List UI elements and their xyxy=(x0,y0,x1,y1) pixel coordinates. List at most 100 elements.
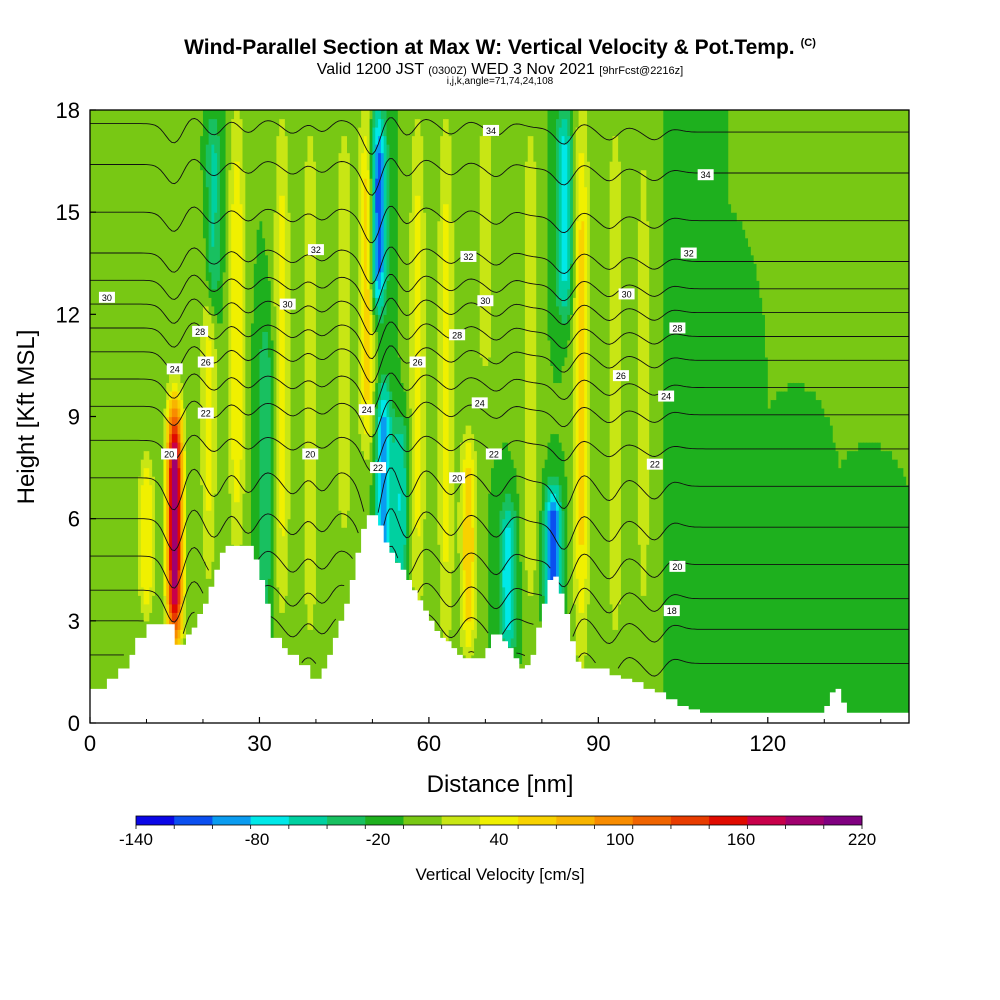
contour-label: 28 xyxy=(195,327,205,337)
vertical-velocity-heatmap xyxy=(90,110,909,723)
velocity-cell xyxy=(409,212,413,409)
velocity-cell xyxy=(171,433,176,443)
velocity-cell xyxy=(183,407,187,452)
velocity-cell xyxy=(183,110,187,409)
velocity-cell xyxy=(366,459,371,520)
velocity-cell xyxy=(496,110,501,452)
velocity-cell xyxy=(423,110,427,213)
velocity-cell xyxy=(208,314,213,341)
velocity-cell xyxy=(567,339,571,723)
y-tick-label: 18 xyxy=(56,98,80,123)
velocity-cell xyxy=(767,407,772,723)
velocity-cell xyxy=(547,501,551,511)
velocity-cell xyxy=(510,110,515,460)
velocity-cell xyxy=(378,135,382,154)
velocity-cell xyxy=(267,356,272,579)
velocity-cell xyxy=(479,135,484,358)
velocity-cell xyxy=(731,212,735,723)
velocity-cell xyxy=(239,203,244,460)
velocity-cell xyxy=(414,527,419,613)
velocity-cell xyxy=(640,595,645,723)
velocity-cell xyxy=(395,433,399,562)
velocity-cell xyxy=(248,110,252,605)
velocity-cell xyxy=(397,433,402,494)
velocity-cell xyxy=(474,450,478,639)
velocity-cell xyxy=(375,280,379,298)
velocity-cell xyxy=(468,620,472,647)
velocity-cell xyxy=(539,110,543,511)
velocity-cell xyxy=(502,110,506,443)
velocity-cell xyxy=(637,544,642,723)
velocity-cell xyxy=(214,314,218,349)
velocity-cell xyxy=(513,510,518,647)
velocity-cell xyxy=(567,135,571,290)
velocity-cell xyxy=(338,152,342,511)
velocity-cell xyxy=(564,280,568,307)
velocity-cell xyxy=(889,110,893,452)
velocity-cell xyxy=(753,263,758,723)
velocity-cell xyxy=(440,135,444,630)
contour-label: 24 xyxy=(475,398,485,408)
velocity-cell xyxy=(510,459,515,503)
velocity-cell xyxy=(389,110,393,392)
velocity-cell xyxy=(646,544,650,723)
velocity-cell xyxy=(643,595,647,723)
velocity-cell xyxy=(426,110,430,723)
velocity-cell xyxy=(468,110,472,426)
velocity-cell xyxy=(541,510,546,596)
velocity-cell xyxy=(818,110,823,401)
velocity-cell xyxy=(205,305,210,332)
colorbar-label: 100 xyxy=(606,830,634,849)
velocity-cell xyxy=(378,271,382,290)
velocity-cell xyxy=(646,110,650,222)
velocity-cell xyxy=(129,110,133,723)
velocity-cell xyxy=(719,110,724,723)
velocity-cell xyxy=(815,110,820,401)
velocity-cell xyxy=(152,476,156,596)
velocity-cell xyxy=(378,297,382,315)
velocity-cell xyxy=(906,484,909,723)
velocity-cell xyxy=(143,603,148,622)
velocity-cell xyxy=(180,442,184,605)
contour-label-bg xyxy=(161,448,178,460)
velocity-cell xyxy=(231,118,235,205)
velocity-cell xyxy=(510,501,515,520)
velocity-cell xyxy=(171,416,176,426)
velocity-cell xyxy=(440,110,444,137)
theta-contour xyxy=(90,246,909,285)
velocity-cell xyxy=(479,356,484,723)
velocity-cell xyxy=(677,110,681,723)
velocity-cell xyxy=(821,110,825,409)
velocity-cell xyxy=(575,110,580,128)
velocity-cell xyxy=(829,425,834,723)
velocity-cell xyxy=(733,110,738,213)
velocity-cell xyxy=(547,442,551,477)
velocity-cell xyxy=(685,110,690,723)
velocity-cell xyxy=(349,110,354,723)
velocity-cell xyxy=(386,280,390,375)
velocity-cell xyxy=(177,407,181,418)
velocity-cell xyxy=(894,459,899,723)
velocity-cell xyxy=(259,348,263,588)
velocity-cell xyxy=(225,110,229,723)
velocity-cell xyxy=(375,127,379,145)
colorbar-swatch xyxy=(594,816,634,825)
velocity-cell xyxy=(386,144,390,281)
velocity-cell xyxy=(375,331,379,384)
velocity-cell xyxy=(214,348,218,494)
velocity-cell xyxy=(513,110,518,469)
velocity-cell xyxy=(536,110,540,723)
contour-label: 22 xyxy=(201,409,211,419)
velocity-cell xyxy=(420,110,424,137)
potential-temperature-contours xyxy=(90,117,909,677)
velocity-cell xyxy=(547,510,551,596)
velocity-cell xyxy=(550,510,554,596)
contour-label: 20 xyxy=(164,449,174,459)
velocity-cell xyxy=(524,161,529,571)
velocity-cell xyxy=(338,110,342,154)
velocity-cell xyxy=(428,110,433,723)
velocity-cell xyxy=(341,135,345,528)
velocity-cell xyxy=(759,110,763,298)
velocity-cell xyxy=(397,493,402,511)
velocity-cell xyxy=(849,110,854,452)
